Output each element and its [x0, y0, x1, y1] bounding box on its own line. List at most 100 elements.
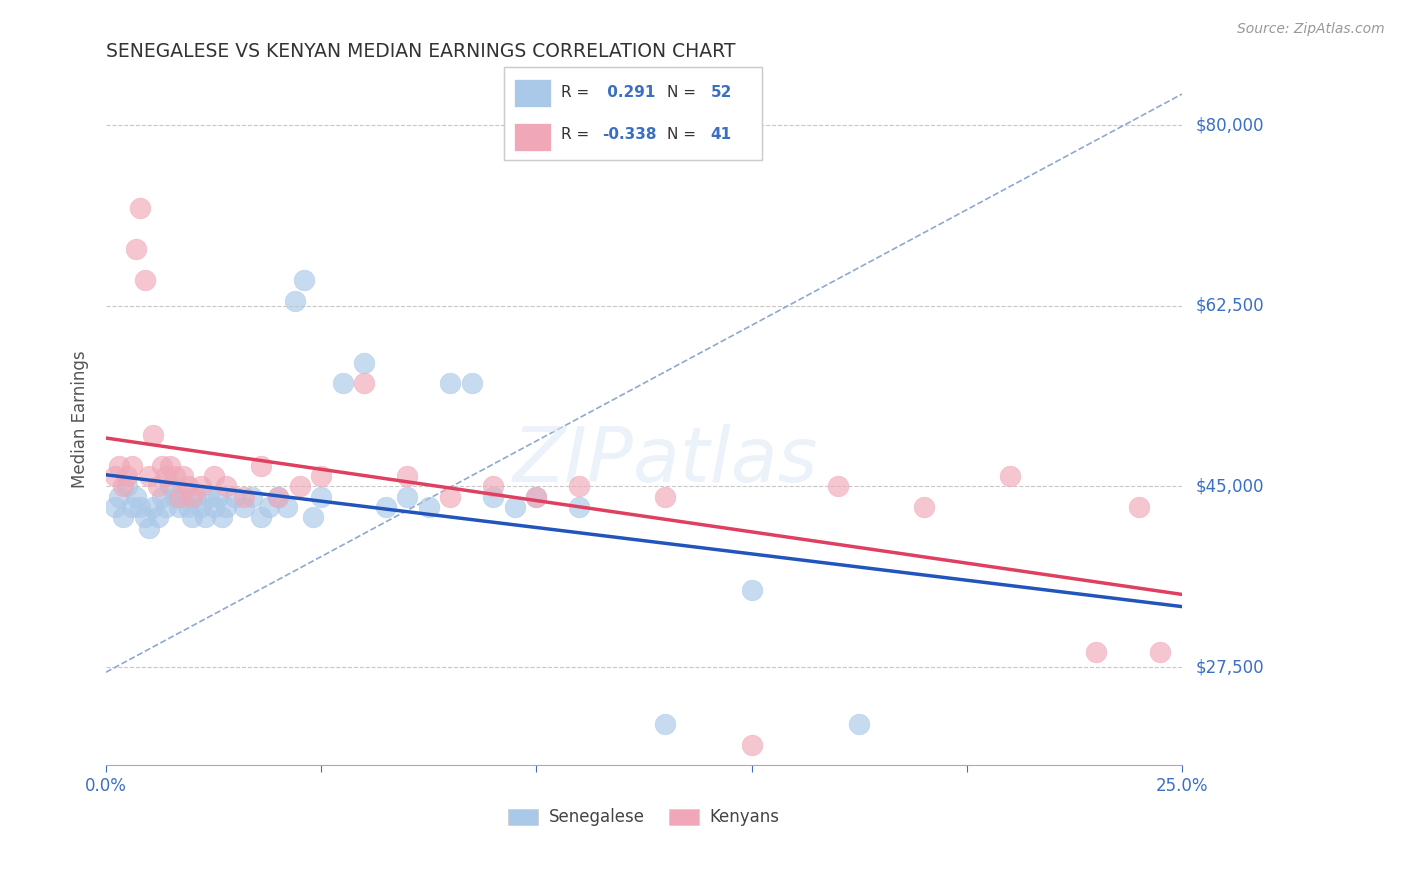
Point: [288, 479, 311, 493]
Point: [418, 500, 440, 514]
Legend: Senegalese, Kenyans: Senegalese, Kenyans: [502, 802, 786, 833]
Point: [912, 500, 935, 514]
Point: [108, 490, 131, 504]
Point: [301, 510, 323, 524]
Point: [134, 510, 156, 524]
Point: [172, 490, 194, 504]
Point: [741, 582, 763, 597]
Point: [654, 490, 676, 504]
Point: [524, 490, 547, 504]
Text: SENEGALESE VS KENYAN MEDIAN EARNINGS CORRELATION CHART: SENEGALESE VS KENYAN MEDIAN EARNINGS COR…: [105, 42, 735, 61]
Point: [482, 479, 505, 493]
Point: [998, 469, 1021, 483]
Point: [309, 490, 332, 504]
Point: [146, 479, 169, 493]
Point: [741, 738, 763, 752]
Point: [524, 490, 547, 504]
Text: ZIPatlas: ZIPatlas: [513, 424, 818, 498]
Point: [159, 479, 181, 493]
Point: [167, 490, 190, 504]
Point: [186, 490, 208, 504]
Point: [138, 521, 160, 535]
Point: [103, 500, 125, 514]
Point: [167, 500, 190, 514]
Point: [215, 479, 238, 493]
Point: [198, 490, 221, 504]
Point: [163, 469, 186, 483]
Point: [439, 490, 461, 504]
Point: [190, 479, 212, 493]
Point: [439, 376, 461, 391]
Y-axis label: Median Earnings: Median Earnings: [72, 351, 89, 488]
Point: [224, 490, 246, 504]
Point: [125, 242, 148, 256]
Point: [568, 500, 591, 514]
Point: [276, 500, 298, 514]
Point: [155, 500, 177, 514]
Point: [503, 500, 526, 514]
Text: $62,500: $62,500: [1197, 297, 1264, 315]
Point: [232, 490, 254, 504]
Point: [568, 479, 591, 493]
Point: [211, 510, 233, 524]
Text: $27,500: $27,500: [1197, 658, 1264, 676]
Point: [1084, 645, 1107, 659]
Point: [353, 355, 375, 369]
Point: [207, 490, 229, 504]
Point: [163, 490, 186, 504]
Point: [142, 500, 165, 514]
Point: [654, 717, 676, 731]
Point: [1128, 500, 1150, 514]
Point: [848, 717, 870, 731]
Point: [129, 500, 152, 514]
Point: [172, 469, 194, 483]
Point: [482, 490, 505, 504]
Point: [150, 490, 173, 504]
Point: [240, 490, 263, 504]
Point: [202, 469, 225, 483]
Text: Source: ZipAtlas.com: Source: ZipAtlas.com: [1237, 22, 1385, 37]
Point: [112, 510, 135, 524]
Point: [159, 458, 181, 473]
Point: [232, 500, 254, 514]
Point: [396, 490, 419, 504]
Point: [146, 510, 169, 524]
Point: [103, 469, 125, 483]
Point: [190, 500, 212, 514]
Point: [284, 293, 307, 308]
Point: [374, 500, 396, 514]
Point: [142, 427, 165, 442]
Point: [176, 500, 198, 514]
Point: [112, 479, 135, 493]
Point: [121, 500, 143, 514]
Point: [215, 500, 238, 514]
Point: [150, 458, 173, 473]
Point: [267, 490, 290, 504]
Point: [129, 201, 152, 215]
Point: [827, 479, 849, 493]
Point: [155, 469, 177, 483]
Point: [121, 458, 143, 473]
Point: [396, 469, 419, 483]
Point: [1149, 645, 1171, 659]
Point: [250, 510, 273, 524]
Point: [202, 500, 225, 514]
Point: [250, 458, 273, 473]
Point: [117, 469, 139, 483]
Point: [117, 479, 139, 493]
Point: [309, 469, 332, 483]
Point: [181, 490, 204, 504]
Text: $80,000: $80,000: [1197, 116, 1264, 134]
Point: [194, 510, 217, 524]
Point: [332, 376, 354, 391]
Point: [353, 376, 375, 391]
Point: [138, 469, 160, 483]
Point: [176, 479, 198, 493]
Point: [181, 510, 204, 524]
Point: [292, 273, 315, 287]
Point: [461, 376, 484, 391]
Point: [259, 500, 281, 514]
Text: $45,000: $45,000: [1197, 477, 1264, 495]
Point: [125, 490, 148, 504]
Point: [108, 458, 131, 473]
